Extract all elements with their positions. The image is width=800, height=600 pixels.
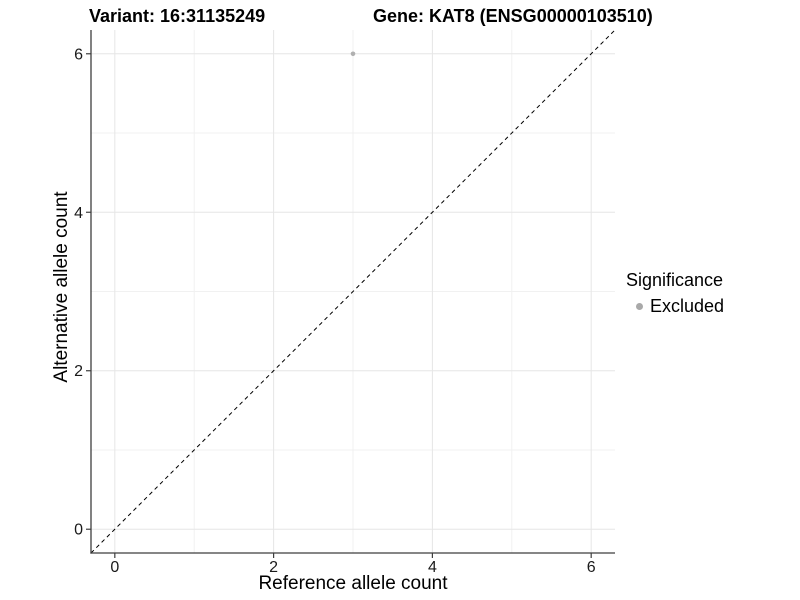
x-tick-label: 4 xyxy=(428,559,437,576)
plot-title-variant: Variant: 16:31135249 xyxy=(89,6,266,26)
y-tick-label: 2 xyxy=(74,363,83,380)
plot-title-gene: Gene: KAT8 (ENSG00000103510) xyxy=(373,6,653,26)
identity-line xyxy=(90,29,616,554)
excluded-point-icon xyxy=(636,302,643,310)
legend-item-excluded: Excluded xyxy=(626,296,724,318)
legend-title: Significance xyxy=(626,270,724,290)
data-point-excluded xyxy=(350,51,356,57)
y-axis-title: Alternative allele count xyxy=(51,191,73,383)
x-tick-label: 0 xyxy=(110,559,119,576)
y-tick-label: 6 xyxy=(74,46,83,63)
y-tick-label: 4 xyxy=(74,205,83,222)
x-tick-label: 6 xyxy=(587,559,596,576)
y-tick-label: 0 xyxy=(74,522,83,539)
x-axis-title: Reference allele count xyxy=(258,573,448,594)
legend-item-label: Excluded xyxy=(650,295,725,316)
legend: Significance Excluded xyxy=(626,270,724,317)
x-tick-label: 2 xyxy=(269,559,278,576)
